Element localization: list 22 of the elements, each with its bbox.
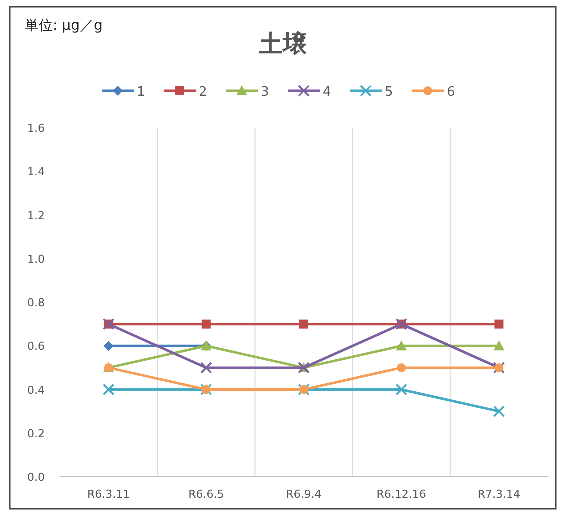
x-tick-label: R7.3.14 bbox=[478, 488, 521, 501]
x-tick-label: R6.3.11 bbox=[87, 488, 130, 501]
y-tick-label: 1.4 bbox=[28, 166, 45, 179]
x-tick-label: R6.9.4 bbox=[286, 488, 322, 501]
chart-title: 土壌 bbox=[258, 30, 308, 58]
legend-label: 3 bbox=[261, 85, 270, 100]
y-tick-label: 1.0 bbox=[28, 252, 45, 266]
y-tick-label: 0.4 bbox=[28, 384, 45, 397]
x-tick-label: R6.6.5 bbox=[188, 488, 224, 501]
legend-label: 6 bbox=[447, 85, 456, 100]
y-tick-label: 0.2 bbox=[28, 427, 45, 440]
y-tick-label: 1.2 bbox=[28, 209, 45, 222]
y-tick-label: 1.6 bbox=[28, 122, 45, 135]
y-tick-label: 0.6 bbox=[28, 340, 45, 354]
text: 単位: μg／g bbox=[25, 18, 103, 34]
legend-label: 5 bbox=[385, 85, 394, 100]
x-tick-label: R6.12.16 bbox=[376, 488, 426, 501]
y-tick-label: 0.0 bbox=[28, 471, 45, 484]
legend-label: 2 bbox=[199, 85, 208, 100]
legend-label: 4 bbox=[323, 85, 332, 100]
legend-label: 1 bbox=[137, 85, 146, 100]
y-tick-label: 0.8 bbox=[28, 296, 45, 310]
